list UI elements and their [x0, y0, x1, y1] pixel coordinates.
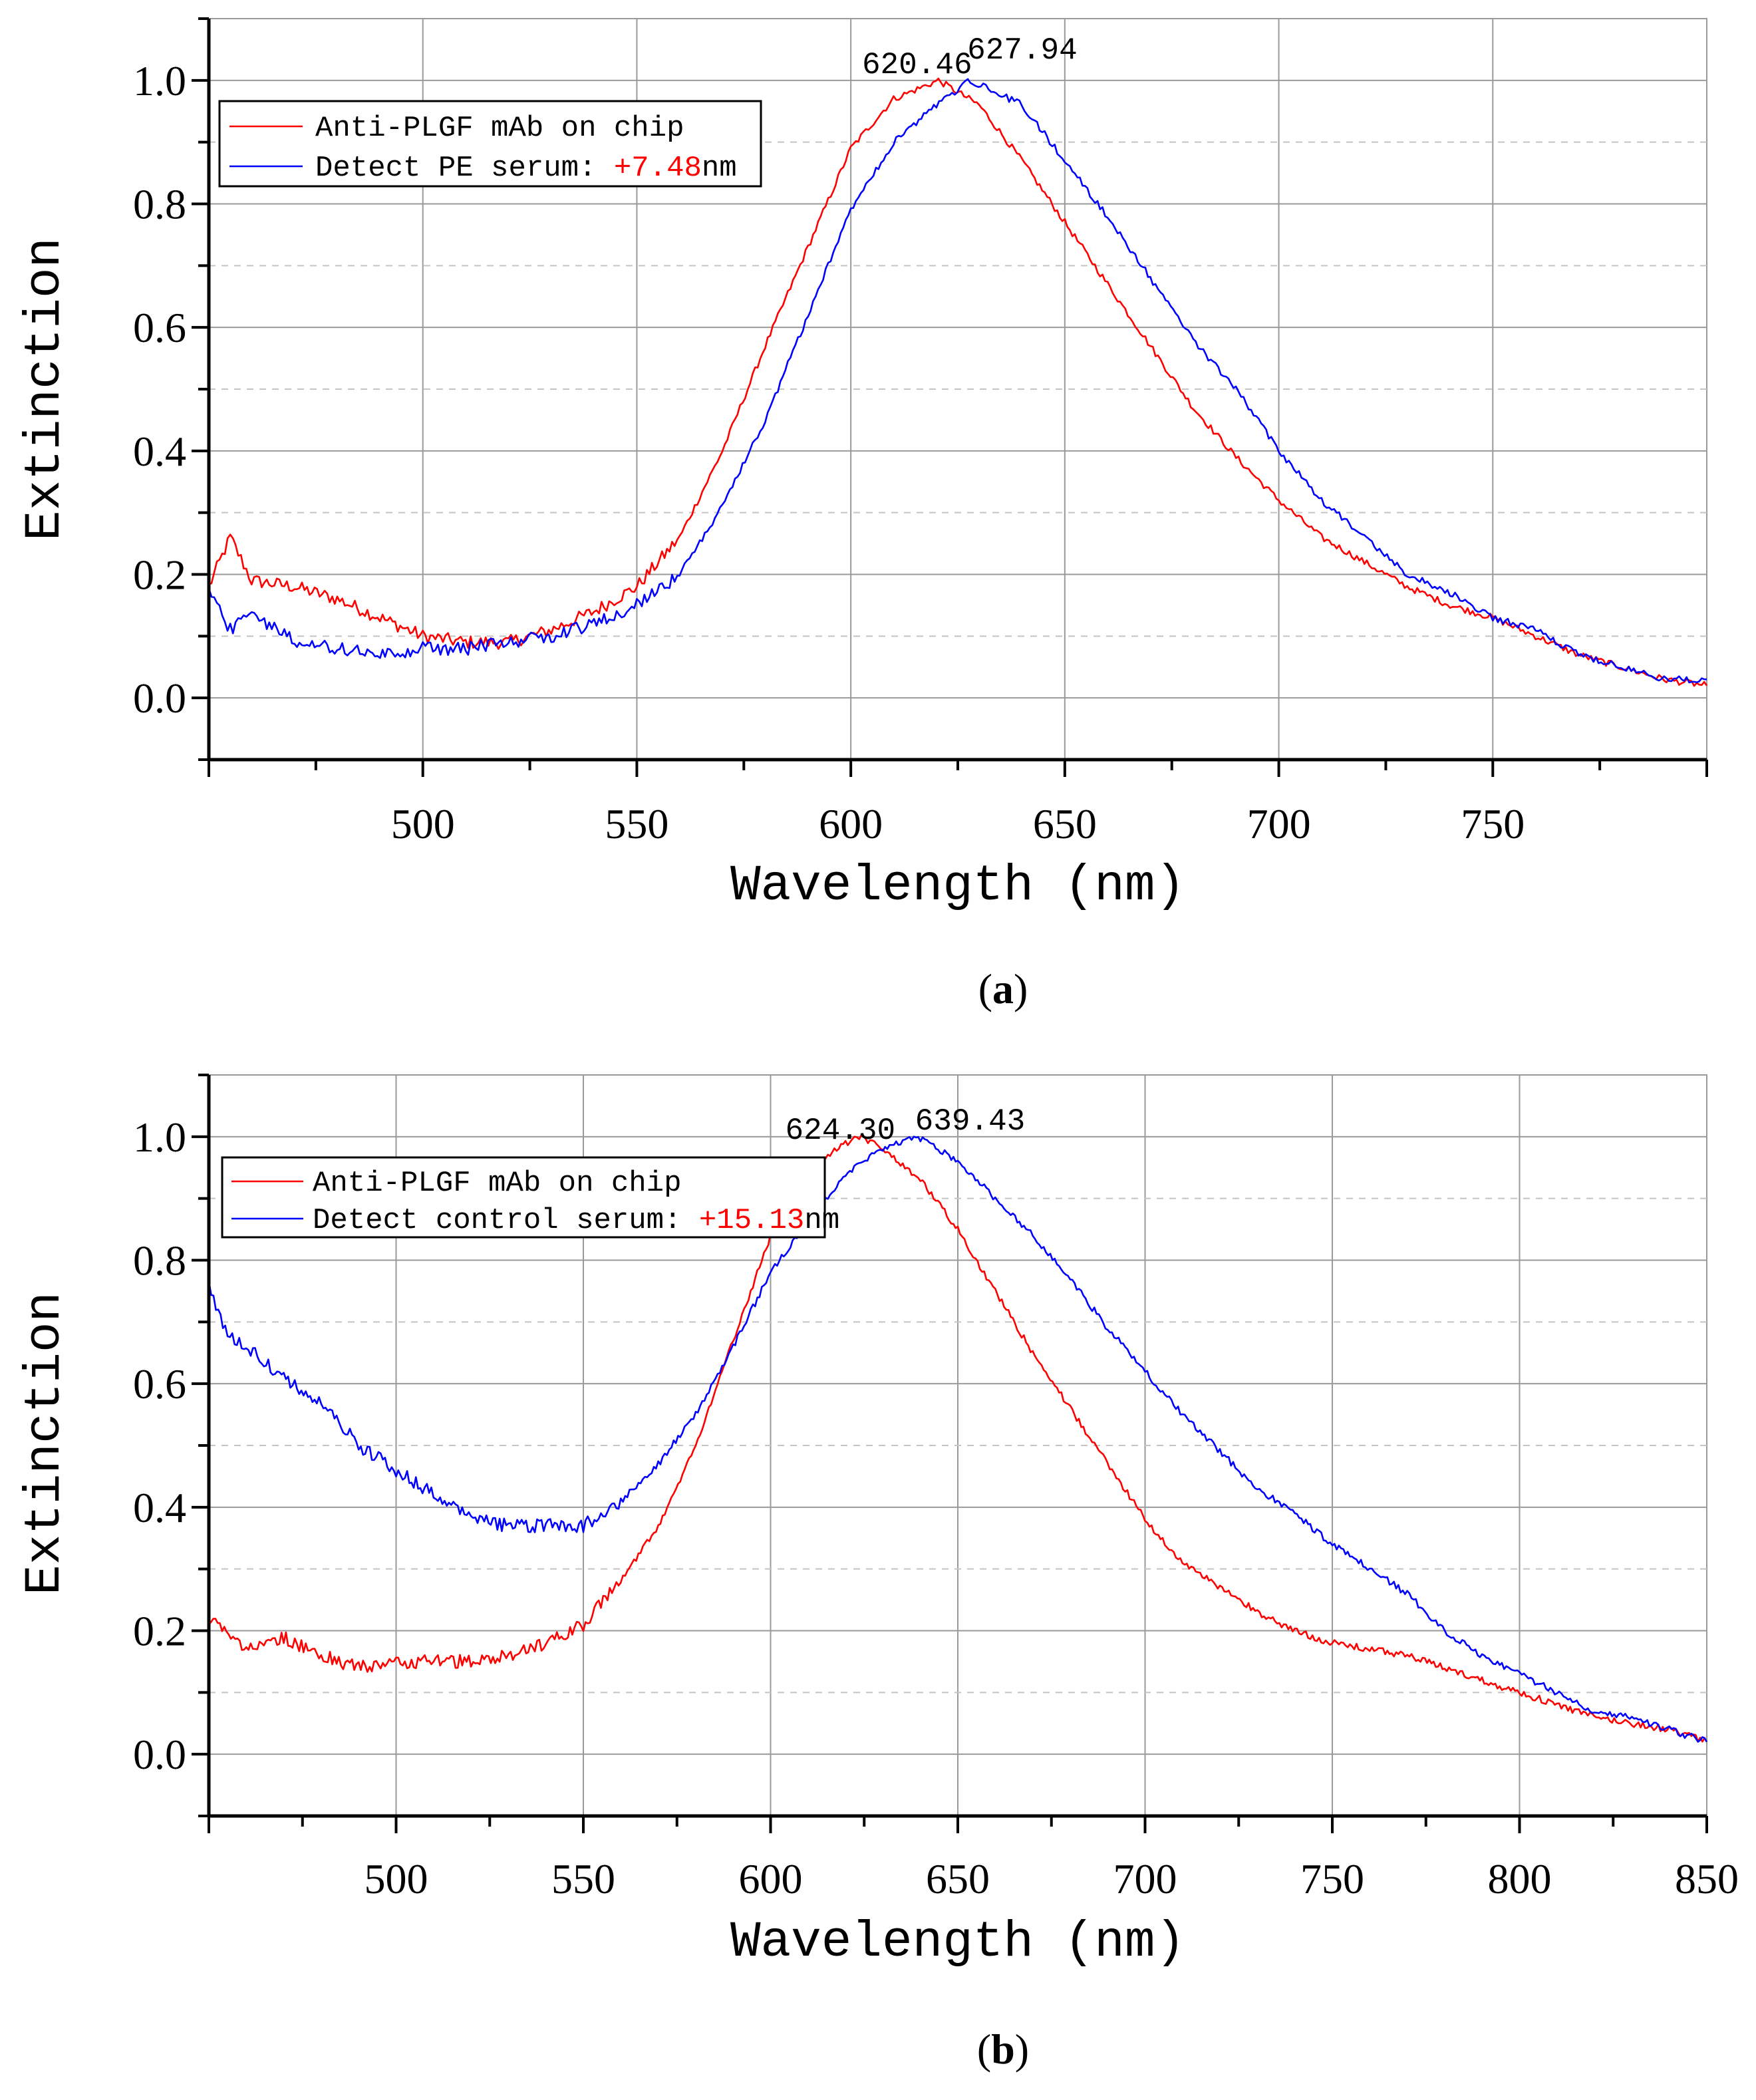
- peak-annotation: 624.30: [785, 1114, 895, 1148]
- x-tick-label: 500: [391, 800, 455, 847]
- panel-label-a: (a): [978, 965, 1028, 1012]
- x-tick-label: 850: [1675, 1855, 1739, 1902]
- peak-annotation: 627.94: [967, 33, 1078, 68]
- legend-label-detect-control: Detect control serum: +15.13nm: [313, 1204, 839, 1237]
- y-tick-label: 0.4: [133, 428, 186, 475]
- y-tick-label: 0.0: [133, 1731, 186, 1778]
- x-tick-label: 750: [1300, 1855, 1364, 1902]
- legend: Anti-PLGF mAb on chip Detect PE serum: +…: [218, 100, 762, 188]
- y-tick-label: 0.2: [133, 1608, 186, 1655]
- legend-box: [218, 100, 762, 188]
- panel-label-b: (b): [977, 2025, 1029, 2073]
- series-line-anti-plgf: [208, 1133, 1708, 1743]
- y-tick-label: 0.6: [133, 304, 186, 351]
- peak-annotation: 620.46: [862, 48, 972, 82]
- chart-panel-b: 500 550 600 650 700 750 800 850 0.0 0.2 0.4 0.6 0.8 1…: [17, 1074, 1739, 2073]
- x-axis-title: Wavelength (nm): [730, 857, 1185, 915]
- x-axis-title: Wavelength (nm): [730, 1914, 1185, 1971]
- x-tick-label: 600: [739, 1855, 803, 1902]
- y-tick-label: 0.4: [133, 1484, 186, 1531]
- legend-label-anti-plgf: Anti-PLGF mAb on chip: [315, 112, 684, 145]
- x-tick-label: 650: [1033, 800, 1097, 847]
- x-tick-label: 700: [1113, 1855, 1177, 1902]
- series-line-anti-plgf: [208, 77, 1708, 687]
- x-tick-label: 800: [1488, 1855, 1552, 1902]
- x-tick-label: 700: [1247, 800, 1311, 847]
- chart-panel-a: 500 550 600 650 700 750 0.0 0.2 0.4 0.6 0.8 1.0 620…: [17, 17, 1708, 1012]
- x-tick-label: 600: [819, 800, 883, 847]
- x-tick-label: 750: [1461, 800, 1525, 847]
- legend-box: [221, 1156, 826, 1239]
- x-tick-label: 550: [605, 800, 668, 847]
- legend-label-detect-pe: Detect PE serum: +7.48nm: [315, 152, 737, 185]
- y-tick-label: 0.8: [133, 181, 186, 228]
- y-tick-label: 1.0: [133, 1114, 186, 1161]
- legend: Anti-PLGF mAb on chip Detect control ser…: [221, 1156, 839, 1239]
- x-tick-label: 650: [926, 1855, 990, 1902]
- y-tick-label: 1.0: [133, 57, 186, 104]
- y-axis-title: Extinction: [17, 1292, 74, 1595]
- y-axis-title: Extinction: [17, 237, 74, 541]
- y-tick-label: 0.2: [133, 551, 186, 599]
- y-tick-label: 0.6: [133, 1360, 186, 1408]
- legend-label-anti-plgf: Anti-PLGF mAb on chip: [313, 1167, 682, 1200]
- series-line-detect-serum: [208, 1135, 1708, 1743]
- x-tick-label: 550: [551, 1855, 615, 1902]
- series-line-detect-serum: [208, 78, 1707, 684]
- y-tick-label: 0.0: [133, 675, 186, 722]
- x-tick-label: 500: [365, 1855, 428, 1902]
- peak-annotation: 639.43: [915, 1104, 1026, 1139]
- y-tick-label: 0.8: [133, 1237, 186, 1284]
